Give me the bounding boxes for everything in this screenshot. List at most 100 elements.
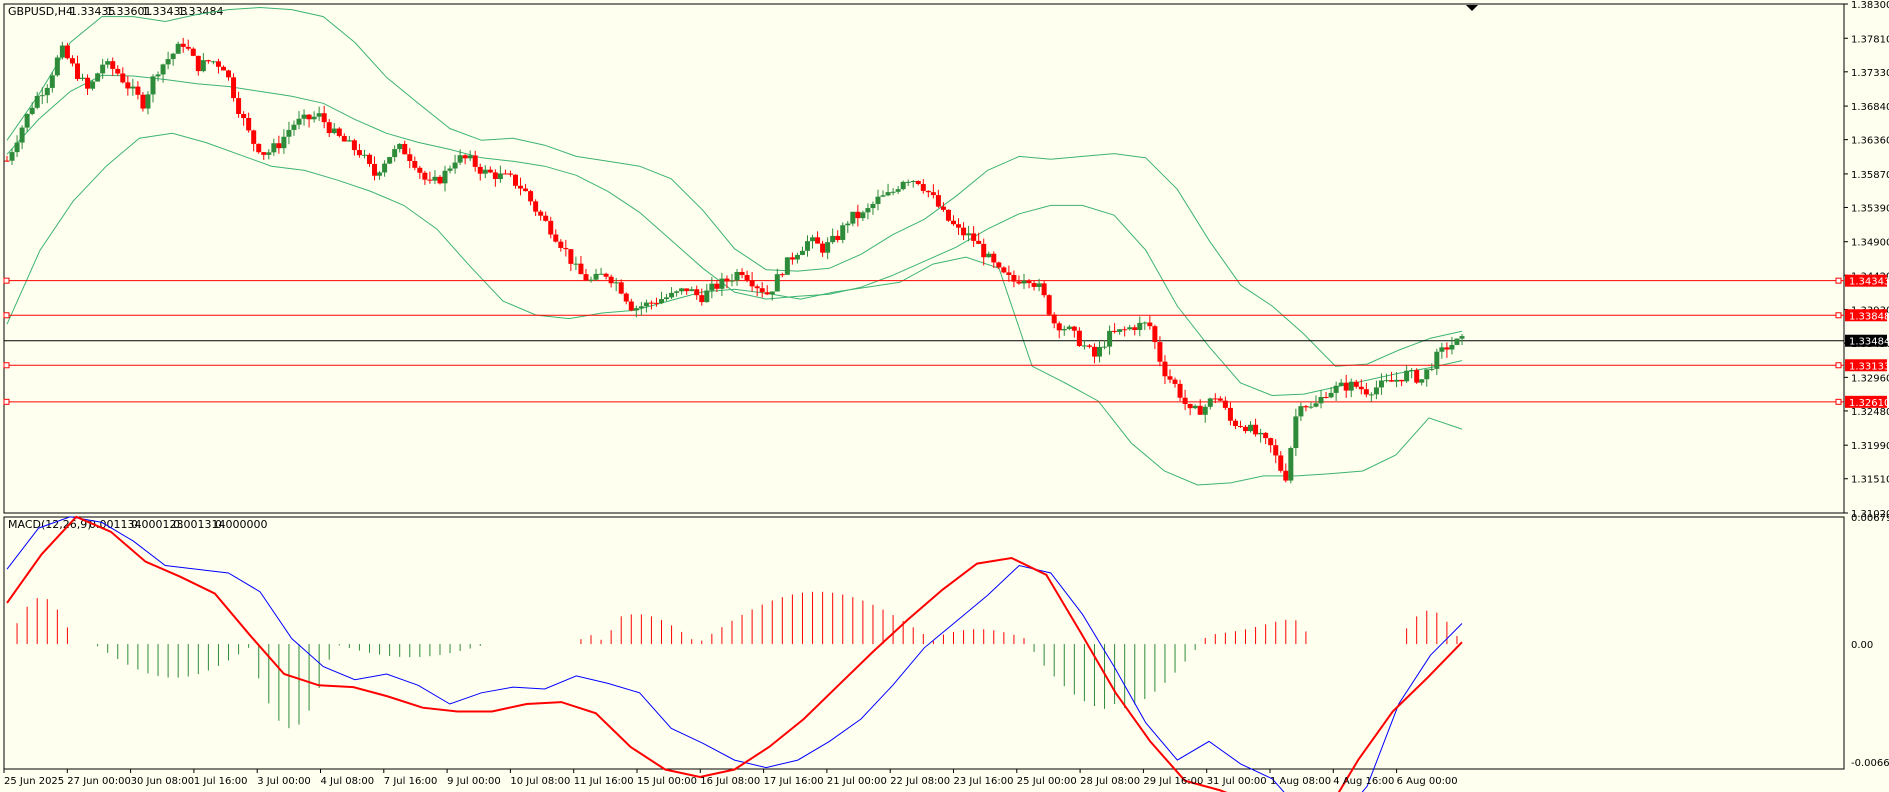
candle[interactable] [1237,420,1243,429]
candle[interactable] [966,225,972,242]
candle[interactable] [432,170,438,185]
candle[interactable] [1348,378,1354,398]
candle[interactable] [1303,404,1309,412]
candle[interactable] [1016,275,1022,285]
candle[interactable] [1102,340,1108,350]
candle[interactable] [306,114,312,128]
candle[interactable] [840,222,846,244]
candle[interactable] [699,288,705,306]
candle[interactable] [366,153,372,167]
candle[interactable] [613,277,619,292]
candle[interactable] [472,150,478,172]
candle[interactable] [1248,421,1254,433]
candle[interactable] [1383,373,1389,383]
candle[interactable] [115,65,121,76]
candle[interactable] [226,69,232,81]
candle[interactable] [860,210,866,222]
candle[interactable] [1162,355,1168,385]
candle[interactable] [487,166,493,174]
candle[interactable] [19,125,25,150]
candle[interactable] [1197,399,1203,415]
candle[interactable] [1051,312,1057,329]
candle[interactable] [1167,369,1173,384]
candle[interactable] [1328,387,1334,399]
candle[interactable] [447,165,453,174]
candle[interactable] [664,293,670,301]
candle[interactable] [1414,368,1420,384]
candle[interactable] [1273,439,1279,464]
candle[interactable] [548,216,554,239]
candle[interactable] [1127,324,1133,331]
candle[interactable] [719,272,725,297]
candle[interactable] [246,112,252,133]
level-handle-right[interactable] [1835,277,1842,284]
candle[interactable] [205,59,211,64]
candle[interactable] [387,156,393,165]
candle[interactable] [105,58,111,69]
candle[interactable] [1182,389,1188,411]
candle[interactable] [1409,368,1415,379]
candle[interactable] [512,174,518,189]
candle[interactable] [528,189,534,206]
candle[interactable] [1036,278,1042,292]
candle[interactable] [945,209,951,222]
candle[interactable] [533,199,539,216]
candle[interactable] [704,284,710,303]
candle[interactable] [1006,265,1012,282]
candle[interactable] [286,121,292,145]
candle[interactable] [658,291,664,305]
candle[interactable] [1217,396,1223,402]
candle[interactable] [1001,266,1007,274]
candle[interactable] [1429,363,1435,372]
candle[interactable] [769,291,775,301]
candle[interactable] [523,183,529,192]
candle[interactable] [754,284,760,297]
candle[interactable] [135,81,141,100]
candle[interactable] [452,154,458,174]
candle[interactable] [618,279,624,295]
candle[interactable] [507,170,513,177]
candle[interactable] [1177,379,1183,402]
candle[interactable] [1187,403,1193,416]
candle[interactable] [1122,326,1128,337]
candle[interactable] [1056,321,1062,339]
candle[interactable] [1107,325,1113,355]
candle[interactable] [1263,431,1269,445]
candle[interactable] [648,300,654,310]
candle[interactable] [774,268,780,292]
candle[interactable] [1086,344,1092,349]
candle[interactable] [1358,379,1364,395]
candle[interactable] [296,111,302,130]
candle[interactable] [301,109,307,126]
candle[interactable] [417,165,423,179]
candle[interactable] [538,209,544,221]
candle[interactable] [215,58,221,74]
candle[interactable] [1283,463,1289,483]
candle[interactable] [64,42,70,60]
candle[interactable] [568,249,574,271]
candle[interactable] [518,177,524,196]
candle[interactable] [54,55,60,77]
candle[interactable] [69,55,75,67]
candle[interactable] [377,171,383,180]
candle[interactable] [1278,451,1284,473]
candle[interactable] [623,292,629,305]
candle[interactable] [321,105,327,129]
candle[interactable] [190,47,196,57]
candle[interactable] [402,140,408,155]
candle[interactable] [1434,348,1440,375]
candle[interactable] [940,202,946,212]
candle[interactable] [120,67,126,84]
candle[interactable] [845,220,851,233]
candle[interactable] [724,275,730,289]
candle[interactable] [1212,393,1218,404]
candle[interactable] [497,165,503,183]
candle[interactable] [281,129,287,154]
candle[interactable] [815,231,821,244]
candle[interactable] [895,186,901,194]
candle[interactable] [341,133,347,142]
candle[interactable] [593,268,599,281]
candle[interactable] [905,179,911,186]
candle[interactable] [351,138,357,156]
candle[interactable] [261,151,267,160]
